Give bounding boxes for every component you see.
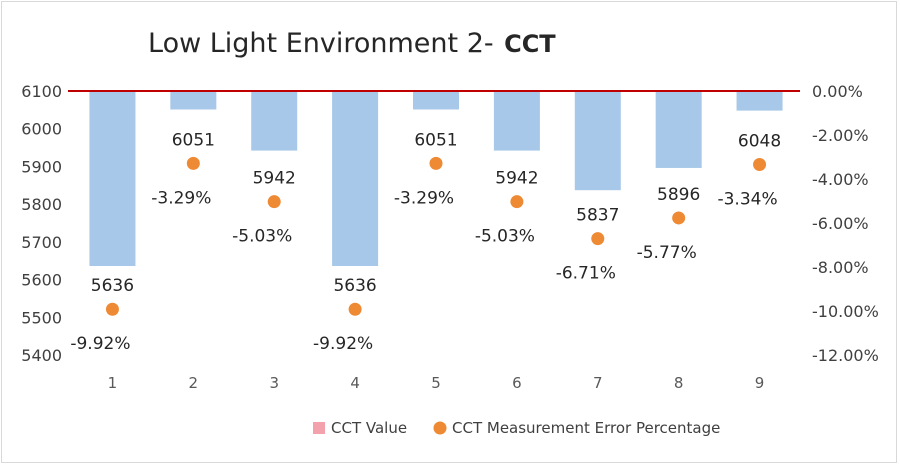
data-label-cct-value: 5942 bbox=[495, 169, 538, 189]
x-tick-label: 2 bbox=[189, 374, 199, 392]
x-tick-label: 4 bbox=[350, 374, 360, 392]
point-error-percentage-6 bbox=[510, 195, 524, 209]
data-label-cct-value: 6051 bbox=[172, 130, 215, 150]
x-tick-label: 3 bbox=[269, 374, 279, 392]
point-error-percentage-1 bbox=[105, 302, 119, 316]
data-label-error-percentage: -5.03% bbox=[475, 227, 535, 247]
left-tick-label: 6000 bbox=[21, 120, 62, 139]
data-label-cct-value: 5942 bbox=[253, 169, 296, 189]
bar-cct-value-4 bbox=[332, 91, 379, 266]
bar-cct-value-3 bbox=[251, 91, 298, 151]
right-axis: 0.00% -2.00% -4.00% -6.00% -8.00% -10.00% -12.… bbox=[812, 82, 879, 365]
left-tick-label: 5400 bbox=[21, 346, 62, 365]
bar-series bbox=[89, 91, 783, 266]
right-tick-label: -8.00% bbox=[812, 258, 869, 277]
bar-cct-value-1 bbox=[89, 91, 136, 266]
bar-cct-value-9 bbox=[736, 91, 783, 111]
legend-swatch-error-percentage bbox=[433, 421, 447, 435]
x-tick-label: 9 bbox=[755, 374, 765, 392]
right-tick-label: -4.00% bbox=[812, 170, 869, 189]
data-label-error-percentage: -5.03% bbox=[232, 227, 292, 247]
point-error-percentage-4 bbox=[348, 302, 362, 316]
chart-title: Low Light Environment 2- CCT bbox=[148, 28, 556, 59]
right-tick-label: 0.00% bbox=[812, 82, 863, 101]
data-label-error-percentage: -3.29% bbox=[394, 188, 454, 208]
point-error-percentage-8 bbox=[672, 211, 686, 225]
legend-label-error-percentage: CCT Measurement Error Percentage bbox=[452, 419, 720, 437]
data-label-cct-value: 6051 bbox=[414, 130, 457, 150]
point-error-percentage-9 bbox=[753, 157, 767, 171]
point-error-percentage-7 bbox=[591, 232, 605, 246]
data-label-error-percentage: -9.92% bbox=[70, 334, 130, 354]
bar-cct-value-6 bbox=[493, 91, 540, 151]
right-tick-label: -6.00% bbox=[812, 214, 869, 233]
x-tick-label: 6 bbox=[512, 374, 522, 392]
chart-title-main: Low Light Environment 2- bbox=[148, 28, 494, 59]
legend-label-cct-value: CCT Value bbox=[331, 419, 407, 437]
right-tick-label: -12.00% bbox=[812, 346, 879, 365]
left-tick-label: 5600 bbox=[21, 271, 62, 290]
data-labels: 5636 -9.92% 6051 -3.29% 5942 -5.03% 5636 -9.92%… bbox=[70, 130, 781, 354]
x-tick-label: 1 bbox=[108, 374, 118, 392]
x-tick-label: 7 bbox=[593, 374, 603, 392]
data-label-cct-value: 5636 bbox=[333, 276, 376, 296]
x-tick-label: 8 bbox=[674, 374, 684, 392]
right-tick-label: -10.00% bbox=[812, 302, 879, 321]
data-label-cct-value: 5837 bbox=[576, 206, 619, 226]
bar-cct-value-8 bbox=[655, 91, 702, 168]
bar-cct-value-2 bbox=[170, 91, 217, 110]
chart-title-suffix: CCT bbox=[504, 30, 556, 58]
data-label-error-percentage: -3.29% bbox=[151, 188, 211, 208]
x-tick-label: 5 bbox=[431, 374, 441, 392]
data-label-error-percentage: -9.92% bbox=[313, 334, 373, 354]
left-tick-label: 5500 bbox=[21, 308, 62, 327]
right-tick-label: -2.00% bbox=[812, 126, 869, 145]
data-label-error-percentage: -5.77% bbox=[637, 243, 697, 263]
legend-swatch-cct-value bbox=[313, 422, 325, 434]
point-error-percentage-2 bbox=[186, 156, 200, 170]
data-label-cct-value: 5896 bbox=[657, 185, 700, 205]
data-label-error-percentage: -3.34% bbox=[717, 189, 777, 209]
left-tick-label: 5800 bbox=[21, 195, 62, 214]
bar-cct-value-5 bbox=[413, 91, 459, 110]
data-label-error-percentage: -6.71% bbox=[556, 264, 616, 284]
bar-cct-value-7 bbox=[574, 91, 621, 191]
legend: CCT Value CCT Measurement Error Percenta… bbox=[313, 419, 720, 437]
left-tick-label: 5700 bbox=[21, 233, 62, 252]
point-error-percentage-5 bbox=[429, 156, 443, 170]
left-tick-label: 6100 bbox=[21, 82, 62, 101]
data-label-cct-value: 6048 bbox=[738, 131, 781, 151]
left-tick-label: 5900 bbox=[21, 157, 62, 176]
scatter-series bbox=[105, 156, 767, 316]
point-error-percentage-3 bbox=[267, 195, 281, 209]
x-axis: 1 2 3 4 5 6 7 8 9 bbox=[108, 374, 765, 392]
data-label-cct-value: 5636 bbox=[91, 276, 134, 296]
left-axis: 6100 6000 5900 5800 5700 5600 5500 5400 bbox=[21, 82, 62, 365]
